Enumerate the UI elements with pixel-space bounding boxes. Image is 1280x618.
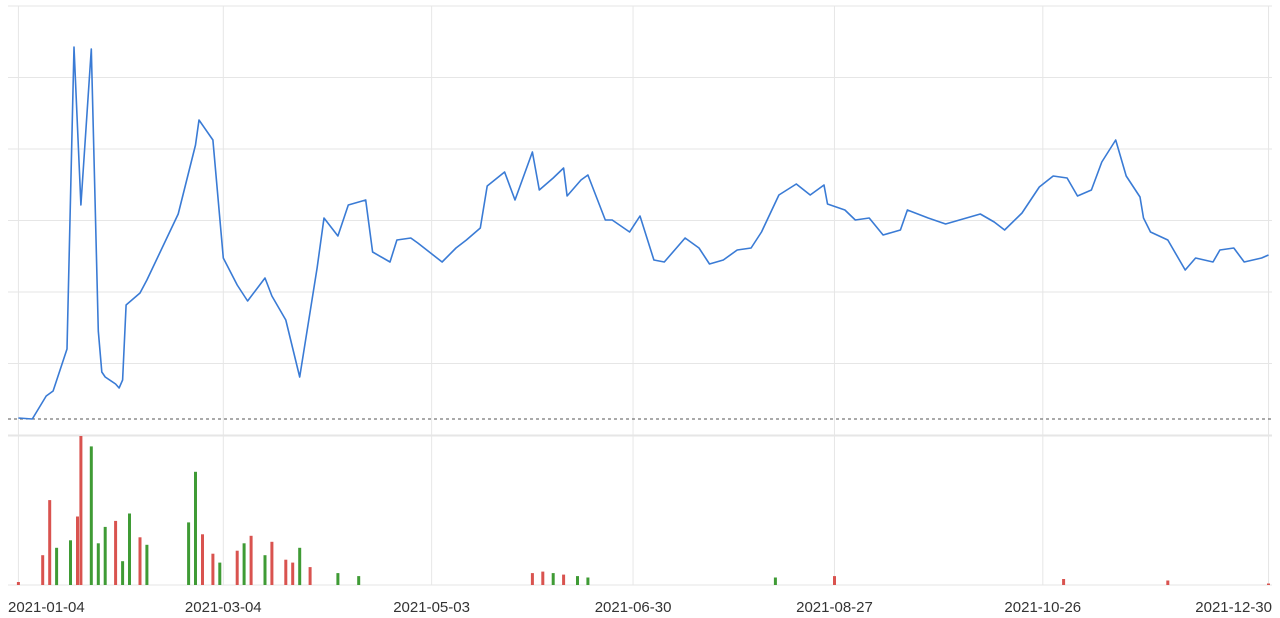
volume-bar xyxy=(263,555,267,585)
volume-bar xyxy=(145,544,149,585)
volume-bar xyxy=(576,576,579,585)
volume-bar xyxy=(69,540,72,585)
volume-bar xyxy=(41,555,45,585)
volume-bar xyxy=(541,571,545,585)
volume-bar xyxy=(187,522,191,585)
volume-bar xyxy=(530,573,534,585)
volume-bar xyxy=(218,562,222,585)
x-tick-label: 2021-05-03 xyxy=(393,599,470,616)
volume-bar xyxy=(194,471,197,585)
volume-panel xyxy=(16,436,1270,586)
volume-bar xyxy=(128,513,131,585)
price-panel xyxy=(18,46,1269,420)
volume-bar xyxy=(211,553,215,585)
volume-bar xyxy=(48,500,52,585)
volume-bar xyxy=(235,550,239,585)
volume-bar xyxy=(1267,583,1270,585)
volume-bar xyxy=(291,562,295,585)
volume-bar xyxy=(76,516,79,585)
x-tick-label: 2021-10-26 xyxy=(1004,599,1081,616)
x-tick-label: 2021-01-04 xyxy=(8,599,85,616)
x-tick-label: 2021-03-04 xyxy=(185,599,262,616)
volume-bar xyxy=(1166,580,1170,585)
volume-bar xyxy=(201,534,204,585)
volume-bar xyxy=(308,567,312,585)
volume-bar xyxy=(551,573,555,585)
volume-bar xyxy=(55,547,59,586)
x-tick-label: 2021-12-30 xyxy=(1195,599,1272,616)
x-tick-label: 2021-08-27 xyxy=(796,599,873,616)
volume-bar xyxy=(114,520,118,585)
x-axis-labels: 2021-01-04 2021-03-04 2021-05-03 2021-06-30… xyxy=(8,599,1272,616)
volume-bar xyxy=(270,541,274,585)
volume-bar xyxy=(121,561,125,585)
volume-bar xyxy=(586,577,590,585)
gridlines xyxy=(8,5,1272,586)
volume-bar xyxy=(16,582,20,585)
volume-bar xyxy=(833,576,836,585)
price-series-line xyxy=(18,46,1269,420)
volume-bar xyxy=(96,543,100,585)
x-tick-label: 2021-06-30 xyxy=(595,599,672,616)
volume-bar xyxy=(249,535,253,585)
volume-bar xyxy=(89,446,93,585)
volume-bar xyxy=(79,436,83,585)
volume-bar xyxy=(773,577,777,585)
volume-bar xyxy=(242,543,246,585)
volume-bar xyxy=(357,576,361,585)
volume-bar xyxy=(138,537,142,585)
volume-bar xyxy=(103,526,107,585)
volume-bar xyxy=(336,573,340,585)
volume-bar xyxy=(298,547,302,586)
volume-bar xyxy=(284,559,288,585)
volume-bar xyxy=(1062,579,1066,585)
volume-bar xyxy=(562,574,566,585)
